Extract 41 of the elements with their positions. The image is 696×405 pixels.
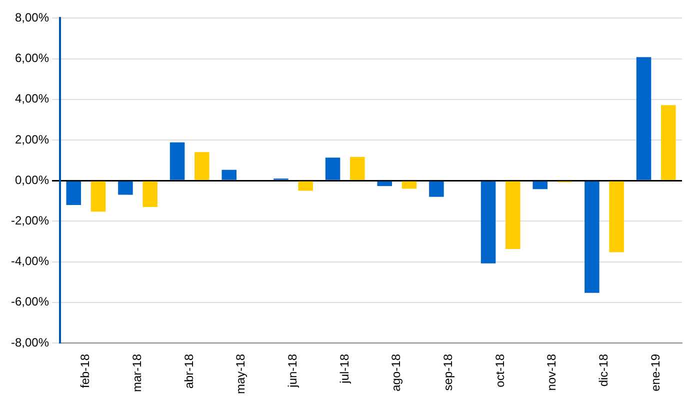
x-tick-label: jun-18	[286, 354, 300, 388]
bar	[66, 181, 82, 205]
bar	[480, 181, 496, 264]
y-tick-label: -8,00%	[10, 335, 50, 350]
bar	[350, 156, 365, 180]
bar	[118, 181, 133, 195]
y-tick-label: 6,00%	[14, 51, 50, 66]
bar	[429, 181, 444, 197]
x-tick-label: ago-18	[389, 354, 404, 392]
bar	[532, 181, 548, 190]
bar	[90, 181, 106, 212]
bar	[402, 181, 417, 189]
bar	[170, 142, 185, 180]
bar	[636, 57, 652, 180]
x-tick-label: mar-18	[130, 354, 144, 392]
y-tick-label: 8,00%	[14, 10, 50, 25]
x-tick-label: feb-18	[78, 354, 92, 388]
bar	[142, 181, 158, 207]
bar	[609, 181, 624, 252]
bar	[661, 105, 676, 180]
bar	[506, 181, 520, 249]
y-tick-label: -6,00%	[10, 294, 50, 309]
x-tick-label: ene-19	[648, 354, 662, 392]
bar	[298, 181, 313, 191]
x-tick-label: oct-18	[492, 354, 507, 388]
bar	[325, 158, 340, 180]
y-tick-label: -4,00%	[10, 254, 50, 268]
y-tick-label: 4,00%	[14, 92, 50, 106]
bar	[377, 181, 392, 186]
x-tick-label: may-18	[234, 354, 248, 394]
bar	[222, 170, 237, 180]
bar	[584, 181, 600, 293]
x-tick-label: dic-18	[596, 354, 611, 387]
bar	[194, 152, 210, 180]
x-tick-label: abr-18	[182, 354, 196, 389]
y-tick-label: 2,00%	[14, 132, 50, 146]
x-tick-label: nov-18	[544, 354, 559, 391]
x-tick-label: jul-18	[337, 354, 352, 384]
y-tick-label: 0,00%	[14, 172, 50, 187]
y-tick-label: -2,00%	[10, 214, 50, 228]
x-tick-label: sep-18	[441, 354, 456, 391]
